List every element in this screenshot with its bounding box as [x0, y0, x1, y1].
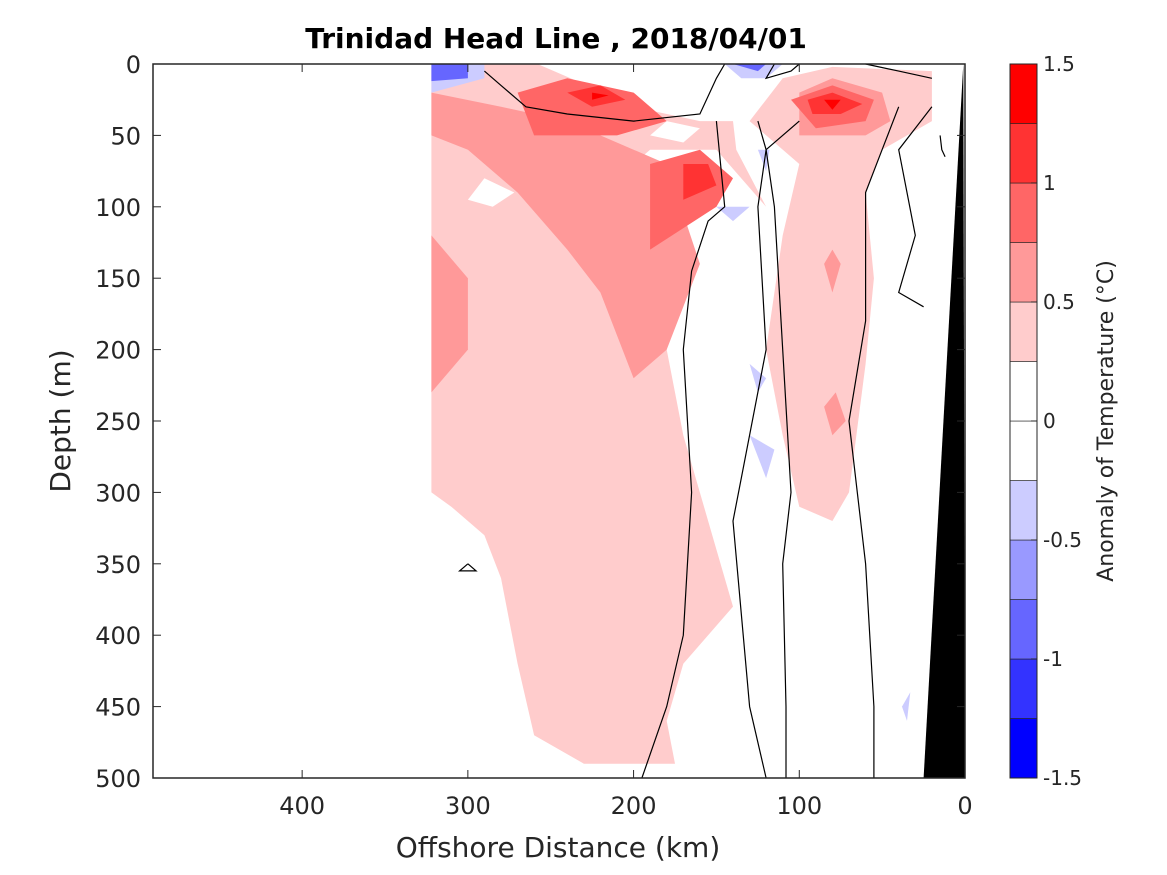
plot-area [152, 63, 966, 779]
anomaly-region-2 [431, 92, 700, 379]
bathymetry-layer [923, 64, 965, 778]
anomaly-region-14 [824, 99, 841, 110]
y-tick-label: 100 [95, 194, 141, 222]
y-axis-title: Depth (m) [44, 349, 77, 492]
y-tick-label: 200 [95, 337, 141, 365]
contour-line-6 [848, 106, 900, 778]
x-tick-label: 0 [957, 792, 972, 820]
contour-line-0 [484, 63, 726, 122]
colorbar-level-3 [1009, 539, 1038, 600]
colorbar-level-9 [1009, 182, 1038, 243]
x-tick-label: 400 [279, 792, 325, 820]
bathymetry-shelf [923, 64, 965, 778]
colorbar-tick-label: -1 [1043, 647, 1063, 671]
anomaly-region-24 [431, 64, 468, 82]
y-tick-label: 50 [110, 122, 141, 150]
colorbar-tick-label: -0.5 [1043, 528, 1082, 552]
colorbar-level-7 [1009, 301, 1038, 362]
colorbar-level-4 [1009, 480, 1038, 541]
anomaly-region-22 [749, 435, 775, 479]
colorbar-title: Anomaly of Temperature (°C) [1094, 260, 1119, 582]
y-tick-label: 350 [95, 551, 141, 579]
zero-contour-lines [457, 63, 946, 779]
anomaly-region-1 [749, 66, 932, 522]
anomaly-region-5 [824, 249, 841, 293]
colorbar-level-5 [1009, 420, 1038, 481]
colorbar-level-1 [1009, 658, 1038, 719]
colorbar-level-11 [1009, 63, 1038, 124]
anomaly-region-11 [683, 164, 717, 200]
colorbar-tick-label: 1.5 [1043, 52, 1075, 76]
colorbar-tick-label: 0.5 [1043, 290, 1075, 314]
anomaly-regions [431, 64, 932, 764]
x-tick-label: 200 [611, 792, 657, 820]
y-tick-label: 150 [95, 265, 141, 293]
contour-line-7 [897, 106, 933, 308]
y-tick-label: 250 [95, 408, 141, 436]
anomaly-region-3 [431, 235, 468, 393]
contour-line-4 [732, 120, 767, 779]
anomaly-region-0 [431, 64, 767, 764]
anomaly-region-15 [467, 178, 515, 207]
anomaly-region-8 [650, 149, 733, 250]
anomaly-region-21 [749, 363, 767, 393]
anomaly-region-6 [824, 392, 846, 436]
chart-title: Trinidad Head Line , 2018/04/01 [305, 22, 807, 55]
y-tick-label: 400 [95, 622, 141, 650]
colorbar-level-2 [1009, 599, 1038, 660]
colorbar-tick-label: -1.5 [1043, 766, 1082, 790]
colorbar-level-0 [1009, 718, 1038, 779]
colorbar-ticks: -1.5 -1 -0.5 0 0.5 1 1.5 [1031, 52, 1082, 790]
anomaly-region-23 [902, 692, 911, 721]
contour-line-9 [457, 563, 478, 572]
contour-line-3 [641, 121, 726, 779]
colorbar-level-10 [1009, 123, 1038, 184]
y-axis-ticks: 0 50 100 150 200 250 300 350 400 450 500 [95, 51, 965, 793]
y-tick-label: 300 [95, 479, 141, 507]
colorbar-level-8 [1009, 242, 1038, 303]
x-tick-label: 100 [776, 792, 822, 820]
anomaly-region-16 [650, 121, 700, 143]
colorbar: -1.5 -1 -0.5 0 0.5 1 1.5 Anomaly of Temperatur… [1009, 52, 1119, 790]
y-tick-label: 450 [95, 694, 141, 722]
colorbar-tick-label: 0 [1043, 409, 1056, 433]
y-tick-label: 500 [95, 765, 141, 793]
contour-line-1 [764, 63, 800, 80]
y-tick-label: 0 [126, 51, 141, 79]
anomaly-region-25 [733, 64, 767, 72]
x-axis-title: Offshore Distance (km) [396, 831, 721, 864]
colorbar-tick-label: 1 [1043, 171, 1056, 195]
anomaly-region-13 [592, 92, 609, 100]
x-tick-label: 300 [445, 792, 491, 820]
contour-line-8 [939, 135, 946, 158]
contour-line-5 [765, 120, 800, 778]
colorbar-level-6 [1009, 361, 1038, 422]
x-axis-ticks: 400 300 200 100 0 [279, 64, 973, 820]
contour-line-2 [865, 63, 933, 79]
anomaly-region-20 [716, 206, 750, 222]
